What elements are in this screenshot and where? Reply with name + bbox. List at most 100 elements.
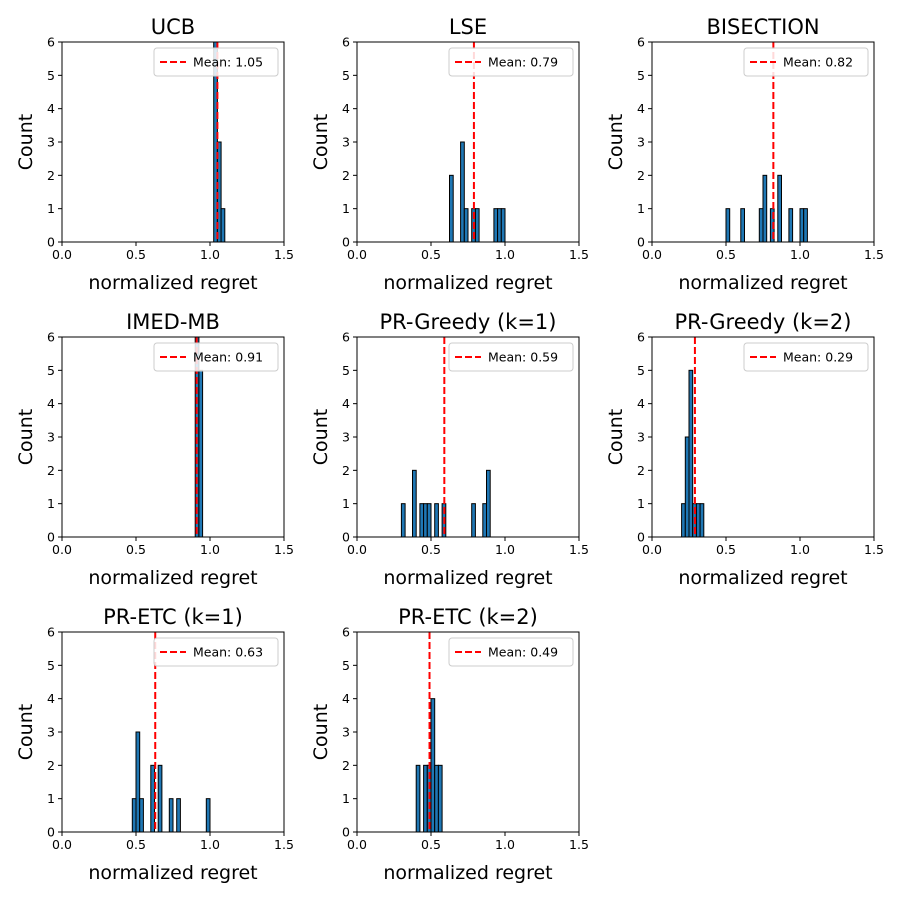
- y-tick-label: 2: [342, 758, 350, 773]
- y-tick-label: 5: [637, 363, 645, 378]
- x-tick-label: 1.5: [569, 837, 589, 852]
- x-tick-label: 1.0: [495, 542, 515, 557]
- histogram-bar: [474, 208, 480, 243]
- chart-panel-2: 0.0 0.5 1.0 1.5 0 1 2 3 4 5 6 LSE normalized regret C…: [310, 15, 589, 294]
- y-tick-label: 6: [342, 330, 350, 345]
- histogram-bar: [803, 208, 808, 243]
- y-tick-label: 1: [47, 496, 55, 511]
- y-axis-label: Count: [15, 409, 37, 465]
- y-tick-label: 4: [342, 396, 350, 411]
- y-axis-label: Count: [15, 114, 37, 170]
- legend: Mean: 0.79: [448, 47, 574, 77]
- chart-panel-6: 0.0 0.5 1.0 1.5 0 1 2 3 4 5 6 PR-Greedy (k=2) normal…: [605, 310, 884, 589]
- y-tick-label: 5: [342, 658, 350, 673]
- x-axis-label: normalized regret: [88, 862, 257, 884]
- x-tick-label: 0.0: [52, 837, 72, 852]
- x-axis-label: normalized regret: [678, 272, 847, 294]
- histogram-bar: [176, 798, 181, 833]
- histogram-bar: [493, 208, 499, 243]
- y-tick-label: 4: [47, 101, 55, 116]
- y-tick-label: 3: [47, 430, 55, 445]
- y-tick-label: 0: [47, 530, 55, 545]
- x-tick-label: 1.0: [200, 837, 220, 852]
- x-tick-label: 1.0: [200, 247, 220, 262]
- histogram-bar: [131, 798, 137, 833]
- y-tick-label: 0: [637, 235, 645, 250]
- y-tick-label: 6: [47, 625, 55, 640]
- y-tick-label: 5: [342, 68, 350, 83]
- x-tick-label: 0.0: [52, 247, 72, 262]
- y-tick-label: 1: [47, 791, 55, 806]
- x-tick-label: 0.5: [126, 247, 146, 262]
- chart-title: PR-ETC (k=1): [103, 605, 243, 629]
- x-axis-label: normalized regret: [678, 567, 847, 589]
- chart-panel-1: 0.0 0.5 1.0 1.5 0 1 2 3 4 5 6 UCB normalized regret C…: [15, 15, 294, 294]
- y-tick-label: 5: [342, 363, 350, 378]
- histogram-bar: [434, 503, 439, 538]
- x-tick-label: 0.5: [126, 837, 146, 852]
- y-tick-label: 3: [342, 135, 350, 150]
- x-axis-label: normalized regret: [383, 567, 552, 589]
- x-tick-label: 1.5: [569, 542, 589, 557]
- histogram-bar: [471, 503, 476, 538]
- histogram-bar: [449, 174, 454, 243]
- x-tick-label: 0.5: [421, 247, 441, 262]
- histogram-bar: [198, 369, 204, 538]
- y-tick-label: 5: [47, 68, 55, 83]
- y-tick-label: 1: [342, 791, 350, 806]
- histogram-bar: [150, 764, 156, 833]
- x-tick-label: 0.0: [347, 247, 367, 262]
- histogram-bar: [139, 798, 144, 833]
- y-tick-label: 0: [637, 530, 645, 545]
- histogram-bar: [220, 208, 226, 243]
- x-tick-label: 1.5: [274, 542, 294, 557]
- y-tick-label: 1: [47, 201, 55, 216]
- y-tick-label: 3: [47, 135, 55, 150]
- chart-panel-3: 0.0 0.5 1.0 1.5 0 1 2 3 4 5 6 BISECTION normalized r…: [605, 15, 884, 294]
- y-tick-label: 4: [637, 396, 645, 411]
- y-tick-label: 3: [47, 725, 55, 740]
- legend: Mean: 1.05: [153, 47, 279, 77]
- histogram-bar: [695, 503, 701, 538]
- legend-label: Mean: 0.49: [488, 645, 558, 660]
- x-tick-label: 0.5: [421, 542, 441, 557]
- y-tick-label: 2: [47, 168, 55, 183]
- y-tick-label: 6: [47, 35, 55, 50]
- x-axis-label: normalized regret: [383, 862, 552, 884]
- x-tick-label: 1.5: [864, 542, 884, 557]
- histogram-bar: [482, 503, 487, 538]
- histogram-bar: [762, 174, 768, 243]
- x-tick-label: 0.0: [642, 247, 662, 262]
- y-tick-label: 2: [637, 168, 645, 183]
- histogram-bar: [758, 208, 764, 243]
- histogram-bar: [400, 503, 406, 538]
- histogram-bar: [497, 208, 502, 243]
- y-tick-label: 6: [342, 625, 350, 640]
- histogram-bar: [434, 764, 439, 833]
- x-tick-label: 1.5: [569, 247, 589, 262]
- chart-title: IMED-MB: [126, 310, 220, 334]
- legend-box: [448, 637, 574, 667]
- chart-panel-4: 0.0 0.5 1.0 1.5 0 1 2 3 4 5 6 IMED-MB normalized reg…: [15, 310, 294, 589]
- chart-title: PR-Greedy (k=1): [380, 310, 557, 334]
- legend: Mean: 0.29: [743, 342, 869, 372]
- y-tick-label: 3: [637, 135, 645, 150]
- histogram-bar: [699, 503, 705, 538]
- chart-panel-5: 0.0 0.5 1.0 1.5 0 1 2 3 4 5 6 PR-Greedy (k=1) normal…: [310, 310, 589, 589]
- y-tick-label: 3: [342, 725, 350, 740]
- chart-title: PR-Greedy (k=2): [675, 310, 852, 334]
- histogram-bar: [415, 764, 421, 833]
- histogram-bar: [157, 764, 163, 833]
- legend-box: [153, 47, 279, 77]
- x-tick-label: 0.0: [52, 542, 72, 557]
- y-tick-label: 1: [342, 201, 350, 216]
- legend-label: Mean: 0.82: [783, 55, 853, 70]
- x-tick-label: 0.0: [347, 837, 367, 852]
- histogram-bar: [788, 208, 794, 243]
- x-tick-label: 1.0: [790, 542, 810, 557]
- y-tick-label: 2: [47, 463, 55, 478]
- y-tick-label: 4: [637, 101, 645, 116]
- y-tick-label: 4: [342, 101, 350, 116]
- y-tick-label: 6: [47, 330, 55, 345]
